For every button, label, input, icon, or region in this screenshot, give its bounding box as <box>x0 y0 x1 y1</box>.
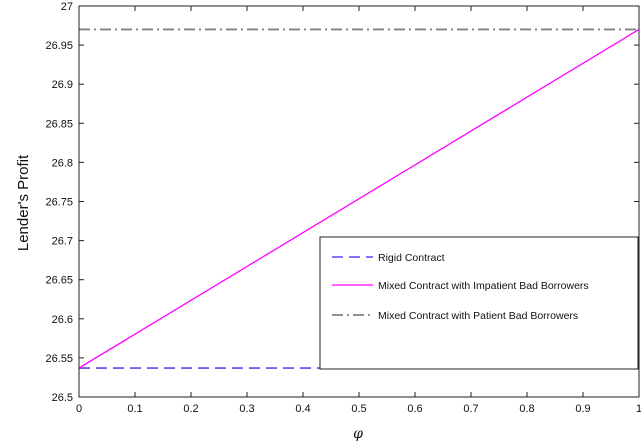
y-axis: 26.5 26.55 26.6 26.65 26.7 26.75 26.8 26.85 26.9… <box>45 1 639 404</box>
series-line-2 <box>79 28 639 369</box>
y-tick-label: 26.7 <box>52 236 73 248</box>
y-tick-label: 26.8 <box>52 157 73 169</box>
legend: Rigid Contract Mixed Contract with Impati… <box>319 236 639 370</box>
x-tick-label: 0.4 <box>295 403 310 415</box>
x-tick-label: 0 <box>76 403 82 415</box>
y-tick-label: 26.85 <box>45 118 73 130</box>
y-tick-label: 26.75 <box>45 197 73 209</box>
y-tick-label: 26.6 <box>52 314 73 326</box>
x-tick-label: 0.1 <box>127 403 142 415</box>
y-tick-label: 26.5 <box>52 392 73 404</box>
x-tick-label: 0.9 <box>575 403 590 415</box>
legend-entry-3: Mixed Contract with Patient Bad Borrower… <box>378 310 578 322</box>
legend-entry-2: Mixed Contract with Impatient Bad Borrow… <box>378 280 589 292</box>
x-tick-label: 0.7 <box>463 403 478 415</box>
x-tick-label: 0.3 <box>239 403 254 415</box>
x-axis-label: φ <box>353 426 363 442</box>
x-tick-label: 0.8 <box>519 403 534 415</box>
x-tick-label: 0.2 <box>183 403 198 415</box>
y-axis-label: Lender's Profit <box>15 154 32 251</box>
x-tick-label: 0.6 <box>407 403 422 415</box>
y-tick-label: 26.55 <box>45 353 73 365</box>
x-tick-label: 0.5 <box>351 403 366 415</box>
x-axis: 0 0.1 0.2 0.3 0.4 0.5 0.6 0.7 0.8 0.9 1 <box>76 6 641 415</box>
legend-box <box>319 236 639 370</box>
y-tick-label: 26.9 <box>52 79 73 91</box>
y-tick-label: 26.65 <box>45 275 73 287</box>
legend-entry-1: Rigid Contract <box>378 252 445 264</box>
y-tick-label: 26.95 <box>45 40 73 52</box>
y-tick-label: 27 <box>61 1 73 13</box>
x-tick-label: 1 <box>636 403 641 415</box>
